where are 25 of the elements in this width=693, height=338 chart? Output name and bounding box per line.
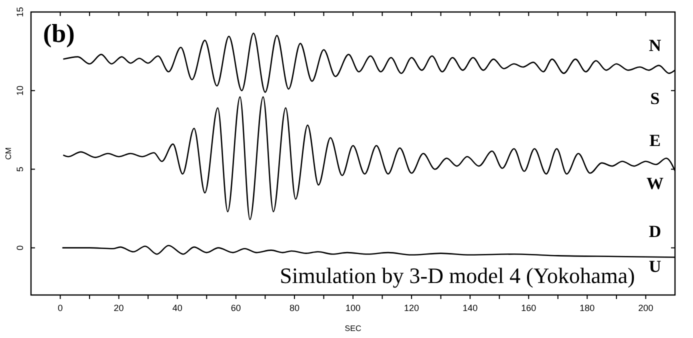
y-tick-label: 5 bbox=[15, 166, 25, 172]
y-tick-label: 15 bbox=[15, 6, 25, 18]
x-axis-title: SEC bbox=[344, 324, 362, 333]
x-tick-label: 20 bbox=[114, 303, 124, 313]
x-tick-label: 40 bbox=[172, 303, 182, 313]
x-tick-label: 120 bbox=[404, 303, 420, 313]
x-tick-label: 140 bbox=[462, 303, 478, 313]
y-tick-label: 10 bbox=[15, 86, 25, 96]
x-tick-label: 0 bbox=[58, 303, 63, 313]
x-tick-label: 100 bbox=[345, 303, 361, 313]
annotation: N bbox=[648, 36, 662, 55]
annotation: U bbox=[648, 257, 662, 276]
annotation: E bbox=[649, 131, 661, 150]
annotation: S bbox=[650, 89, 660, 108]
x-tick-label: 160 bbox=[521, 303, 536, 313]
x-tick-label: 200 bbox=[638, 303, 654, 313]
y-axis-title: CM bbox=[4, 146, 13, 160]
annotation: W bbox=[646, 174, 664, 193]
annotation: D bbox=[648, 222, 662, 241]
x-tick-label: 180 bbox=[580, 303, 595, 313]
annotation: (b) bbox=[43, 19, 75, 48]
x-tick-label: 80 bbox=[289, 303, 300, 313]
x-tick-label: 60 bbox=[230, 303, 241, 313]
annotation: Simulation by 3-D model 4 (Yokohama) bbox=[280, 263, 635, 288]
y-tick-label: 0 bbox=[15, 245, 25, 250]
